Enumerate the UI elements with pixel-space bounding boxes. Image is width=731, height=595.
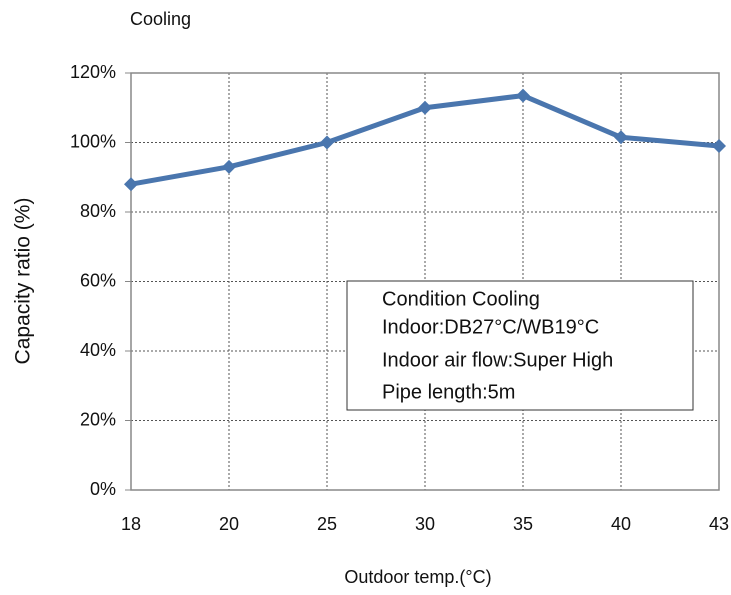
annotation-text: Condition Cooling <box>382 288 540 310</box>
y-tick-label: 80% <box>80 201 116 221</box>
y-tick-label: 0% <box>90 479 116 499</box>
data-point <box>320 135 334 150</box>
data-point <box>222 159 236 174</box>
annotation-text: Indoor:DB27°C/WB19°C <box>382 316 599 338</box>
y-tick-label: 100% <box>70 131 116 151</box>
y-axis-label: Capacity ratio (%) <box>12 198 35 365</box>
data-point <box>516 88 530 103</box>
data-point <box>418 100 432 115</box>
chart-title: Cooling <box>130 9 191 29</box>
y-tick-label: 40% <box>80 340 116 360</box>
data-point <box>712 138 726 153</box>
x-axis-label: Outdoor temp.(°C) <box>344 567 491 587</box>
y-tick-label: 20% <box>80 409 116 429</box>
x-tick-label: 43 <box>709 514 729 534</box>
plot-border <box>130 72 720 491</box>
x-tick-label: 40 <box>611 514 631 534</box>
x-tick-label: 30 <box>415 514 435 534</box>
x-tick-label: 18 <box>121 514 141 534</box>
x-tick-label: 25 <box>317 514 337 534</box>
data-point <box>614 130 628 145</box>
x-tick-label: 20 <box>219 514 239 534</box>
y-tick-label: 60% <box>80 270 116 290</box>
annotation-box <box>346 280 694 411</box>
y-tick-label: 120% <box>70 62 116 82</box>
annotation-text: Indoor air flow:Super High <box>382 349 613 371</box>
data-point <box>124 177 138 192</box>
annotation-text: Pipe length:5m <box>382 381 515 403</box>
x-tick-label: 35 <box>513 514 533 534</box>
